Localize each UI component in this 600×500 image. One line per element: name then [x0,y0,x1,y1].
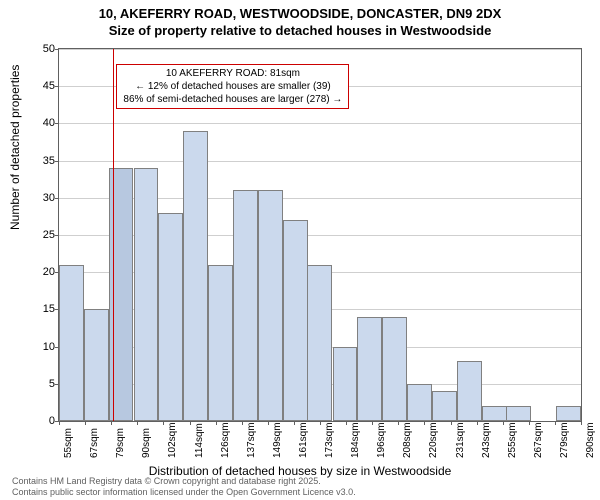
y-tick-label: 15 [29,303,55,315]
x-tick-label: 90sqm [141,428,152,458]
y-tick-label: 10 [29,341,55,353]
histogram-bar [233,190,258,421]
x-tick-label: 196sqm [376,422,387,458]
x-tick-mark [451,421,452,425]
x-tick-mark [137,421,138,425]
footer-line1: Contains HM Land Registry data © Crown c… [12,476,356,487]
histogram-bar [258,190,283,421]
histogram-bar [307,265,332,421]
x-tick-label: 79sqm [115,428,126,458]
gridline-h [59,161,581,162]
y-tick-mark [55,123,59,124]
histogram-bar [59,265,84,421]
histogram-bar [357,317,382,421]
x-tick-mark [111,421,112,425]
x-tick-mark [216,421,217,425]
histogram-bar [482,406,507,421]
x-tick-mark [424,421,425,425]
x-tick-mark [372,421,373,425]
x-tick-label: 231sqm [455,422,466,458]
y-tick-label: 45 [29,80,55,92]
y-tick-mark [55,235,59,236]
y-tick-mark [55,198,59,199]
x-tick-label: 220sqm [428,422,439,458]
histogram-bar [283,220,308,421]
y-tick-label: 30 [29,192,55,204]
histogram-bar [407,384,432,421]
property-marker-line [113,49,114,421]
x-tick-label: 208sqm [402,422,413,458]
x-tick-mark [346,421,347,425]
x-tick-mark [398,421,399,425]
y-axis-label: Number of detached properties [8,65,22,230]
x-tick-label: 55sqm [63,428,74,458]
x-tick-mark [477,421,478,425]
annotation-box: 10 AKEFERRY ROAD: 81sqm← 12% of detached… [116,64,349,109]
y-tick-mark [55,161,59,162]
x-tick-mark [320,421,321,425]
x-tick-label: 255sqm [507,422,518,458]
chart-container: 10, AKEFERRY ROAD, WESTWOODSIDE, DONCAST… [0,0,600,500]
x-tick-mark [85,421,86,425]
chart-title-line1: 10, AKEFERRY ROAD, WESTWOODSIDE, DONCAST… [0,0,600,23]
histogram-bar [457,361,482,421]
x-tick-label: 267sqm [533,422,544,458]
histogram-bar [158,213,183,421]
histogram-bar [208,265,233,421]
histogram-bar [382,317,407,421]
y-tick-label: 5 [29,378,55,390]
histogram-bar [432,391,457,421]
x-tick-label: 184sqm [350,422,361,458]
x-tick-label: 67sqm [89,428,100,458]
y-tick-label: 35 [29,155,55,167]
x-tick-label: 102sqm [167,422,178,458]
gridline-h [59,49,581,50]
x-tick-label: 161sqm [298,422,309,458]
histogram-bar [333,347,358,421]
y-tick-label: 40 [29,117,55,129]
chart-title-line2: Size of property relative to detached ho… [0,23,600,38]
x-tick-label: 137sqm [246,422,257,458]
histogram-bar [134,168,159,421]
x-tick-label: 279sqm [559,422,570,458]
y-tick-label: 25 [29,229,55,241]
histogram-bar [556,406,581,421]
plot-area: 0510152025303540455055sqm67sqm79sqm90sqm… [58,48,582,422]
x-tick-mark [555,421,556,425]
x-tick-label: 149sqm [272,422,283,458]
x-tick-mark [529,421,530,425]
x-tick-mark [163,421,164,425]
x-tick-mark [294,421,295,425]
x-tick-mark [59,421,60,425]
x-tick-label: 126sqm [220,422,231,458]
x-tick-mark [242,421,243,425]
histogram-bar [506,406,531,421]
annotation-line2: ← 12% of detached houses are smaller (39… [123,80,342,93]
y-tick-mark [55,49,59,50]
x-tick-mark [503,421,504,425]
x-tick-mark [581,421,582,425]
y-tick-label: 20 [29,266,55,278]
x-tick-mark [268,421,269,425]
y-tick-label: 50 [29,43,55,55]
footer-line2: Contains public sector information licen… [12,487,356,498]
x-tick-label: 290sqm [585,422,596,458]
histogram-bar [183,131,208,421]
footer-attribution: Contains HM Land Registry data © Crown c… [12,476,356,498]
annotation-line1: 10 AKEFERRY ROAD: 81sqm [123,67,342,80]
y-tick-label: 0 [29,415,55,427]
x-tick-mark [190,421,191,425]
gridline-h [59,123,581,124]
x-tick-label: 243sqm [481,422,492,458]
histogram-bar [84,309,109,421]
x-tick-label: 114sqm [194,423,205,458]
y-tick-mark [55,86,59,87]
x-tick-label: 173sqm [324,422,335,458]
annotation-line3: 86% of semi-detached houses are larger (… [123,93,342,106]
